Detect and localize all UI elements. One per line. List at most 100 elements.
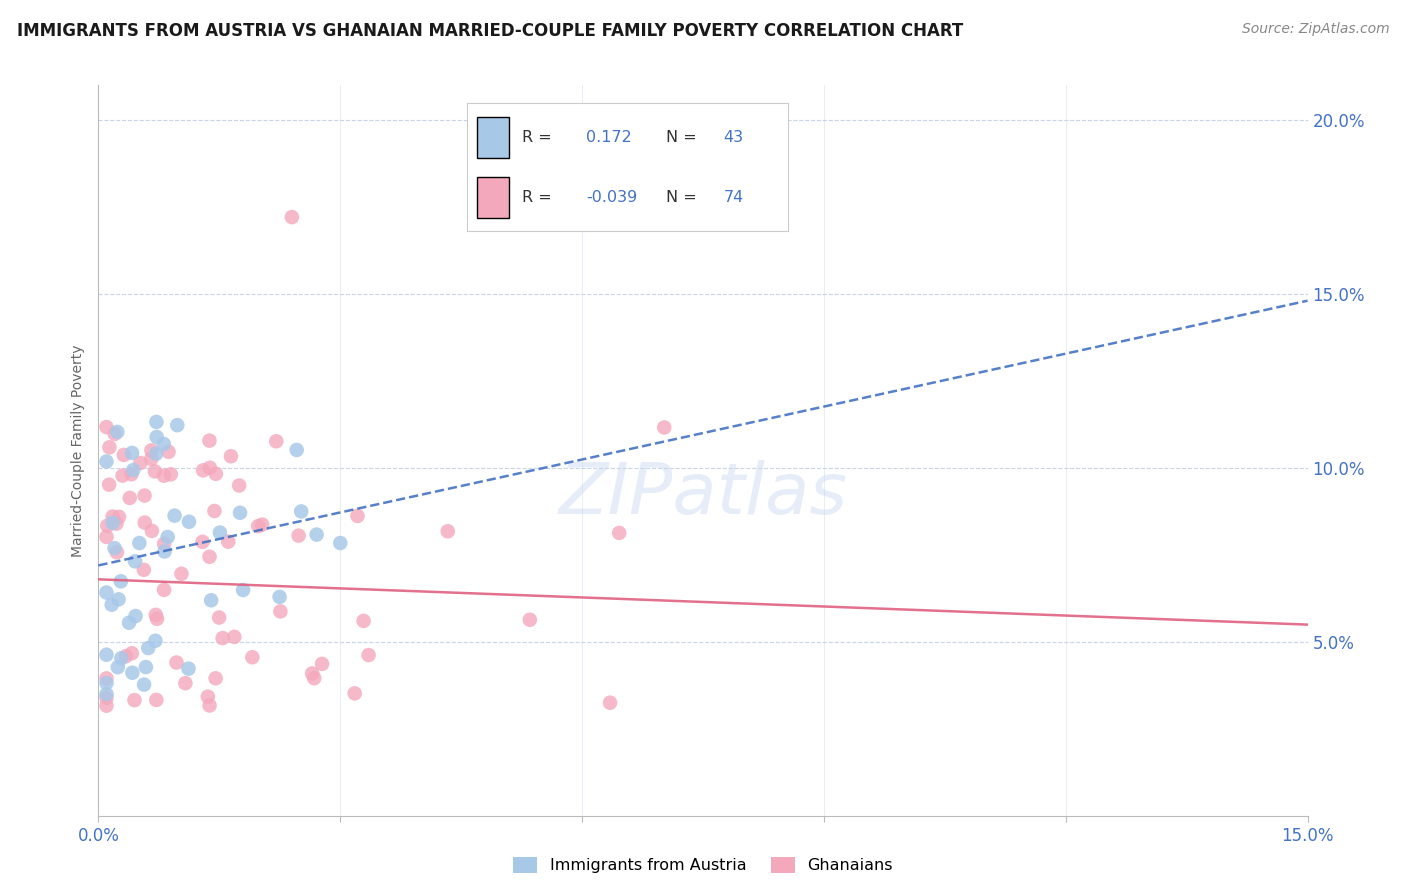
Point — [145, 633, 167, 648]
Y-axis label: Married-Couple Family Poverty: Married-Couple Family Poverty — [72, 344, 86, 557]
Point — [219, 449, 242, 463]
Point — [118, 491, 141, 505]
Point — [329, 536, 352, 550]
Point — [132, 563, 155, 577]
Point — [96, 687, 118, 701]
Point — [247, 519, 270, 533]
Point — [128, 536, 150, 550]
Point — [302, 671, 325, 685]
Point — [159, 467, 181, 482]
Point — [145, 693, 167, 707]
Point — [157, 445, 180, 459]
Point — [134, 516, 156, 530]
Point — [132, 677, 155, 691]
Point — [146, 612, 169, 626]
Point — [120, 467, 142, 482]
Point — [163, 508, 186, 523]
Point — [204, 671, 226, 685]
Point — [156, 530, 179, 544]
Point — [96, 676, 118, 690]
Point — [110, 651, 132, 665]
Point — [204, 504, 226, 518]
Point — [166, 418, 188, 433]
Point — [121, 646, 143, 660]
Point — [153, 437, 176, 451]
Point — [111, 468, 134, 483]
Point — [101, 509, 124, 524]
Point — [208, 610, 231, 624]
Point — [108, 509, 131, 524]
Point — [343, 686, 366, 700]
Point — [198, 460, 221, 475]
Point — [98, 440, 121, 454]
Point — [290, 504, 312, 518]
Point — [353, 614, 375, 628]
Point — [177, 662, 200, 676]
Point — [285, 442, 308, 457]
Point — [153, 537, 176, 551]
Point — [346, 508, 368, 523]
Point — [211, 631, 233, 645]
Point — [198, 698, 221, 713]
Point — [311, 657, 333, 671]
Point — [197, 690, 219, 704]
Point — [96, 672, 118, 686]
Point — [110, 574, 132, 589]
Point — [136, 640, 159, 655]
Point — [122, 463, 145, 477]
Point — [269, 604, 291, 618]
Point — [129, 456, 152, 470]
Point — [174, 676, 197, 690]
Point — [281, 210, 304, 224]
Point — [96, 454, 118, 468]
Point — [135, 660, 157, 674]
Point — [124, 609, 146, 624]
Point — [145, 415, 167, 429]
Text: ZIPatlas: ZIPatlas — [558, 460, 848, 529]
Point — [519, 613, 541, 627]
Point — [269, 590, 291, 604]
Point — [96, 585, 118, 599]
Point — [145, 607, 167, 622]
Point — [121, 446, 143, 460]
Point — [124, 554, 146, 568]
Point — [436, 524, 458, 539]
Point — [200, 593, 222, 607]
Point — [240, 650, 263, 665]
Point — [229, 506, 252, 520]
Point — [107, 660, 129, 674]
Point — [121, 665, 143, 680]
Point — [205, 467, 228, 481]
Point — [141, 451, 163, 466]
Point — [305, 527, 328, 541]
Point — [166, 656, 188, 670]
Point — [96, 648, 118, 662]
Point — [177, 515, 200, 529]
Point — [105, 545, 128, 559]
Point — [250, 517, 273, 532]
Point — [264, 434, 287, 449]
Point — [198, 434, 221, 448]
Point — [217, 534, 239, 549]
Point — [96, 530, 118, 544]
Point — [141, 443, 163, 458]
Point — [153, 544, 176, 558]
Point — [301, 666, 323, 681]
Point — [115, 649, 138, 664]
Point — [107, 592, 129, 607]
Point — [103, 541, 125, 556]
Legend: Immigrants from Austria, Ghanaians: Immigrants from Austria, Ghanaians — [506, 850, 900, 880]
Point — [191, 463, 214, 477]
Point — [112, 448, 135, 462]
Point — [100, 598, 122, 612]
Point — [145, 430, 167, 444]
Point — [228, 478, 250, 492]
Point — [208, 525, 231, 540]
Point — [652, 420, 675, 434]
Point — [143, 464, 166, 478]
Point — [105, 425, 128, 439]
Point — [96, 690, 118, 705]
Point — [153, 468, 176, 483]
Point — [96, 698, 118, 713]
Text: Source: ZipAtlas.com: Source: ZipAtlas.com — [1241, 22, 1389, 37]
